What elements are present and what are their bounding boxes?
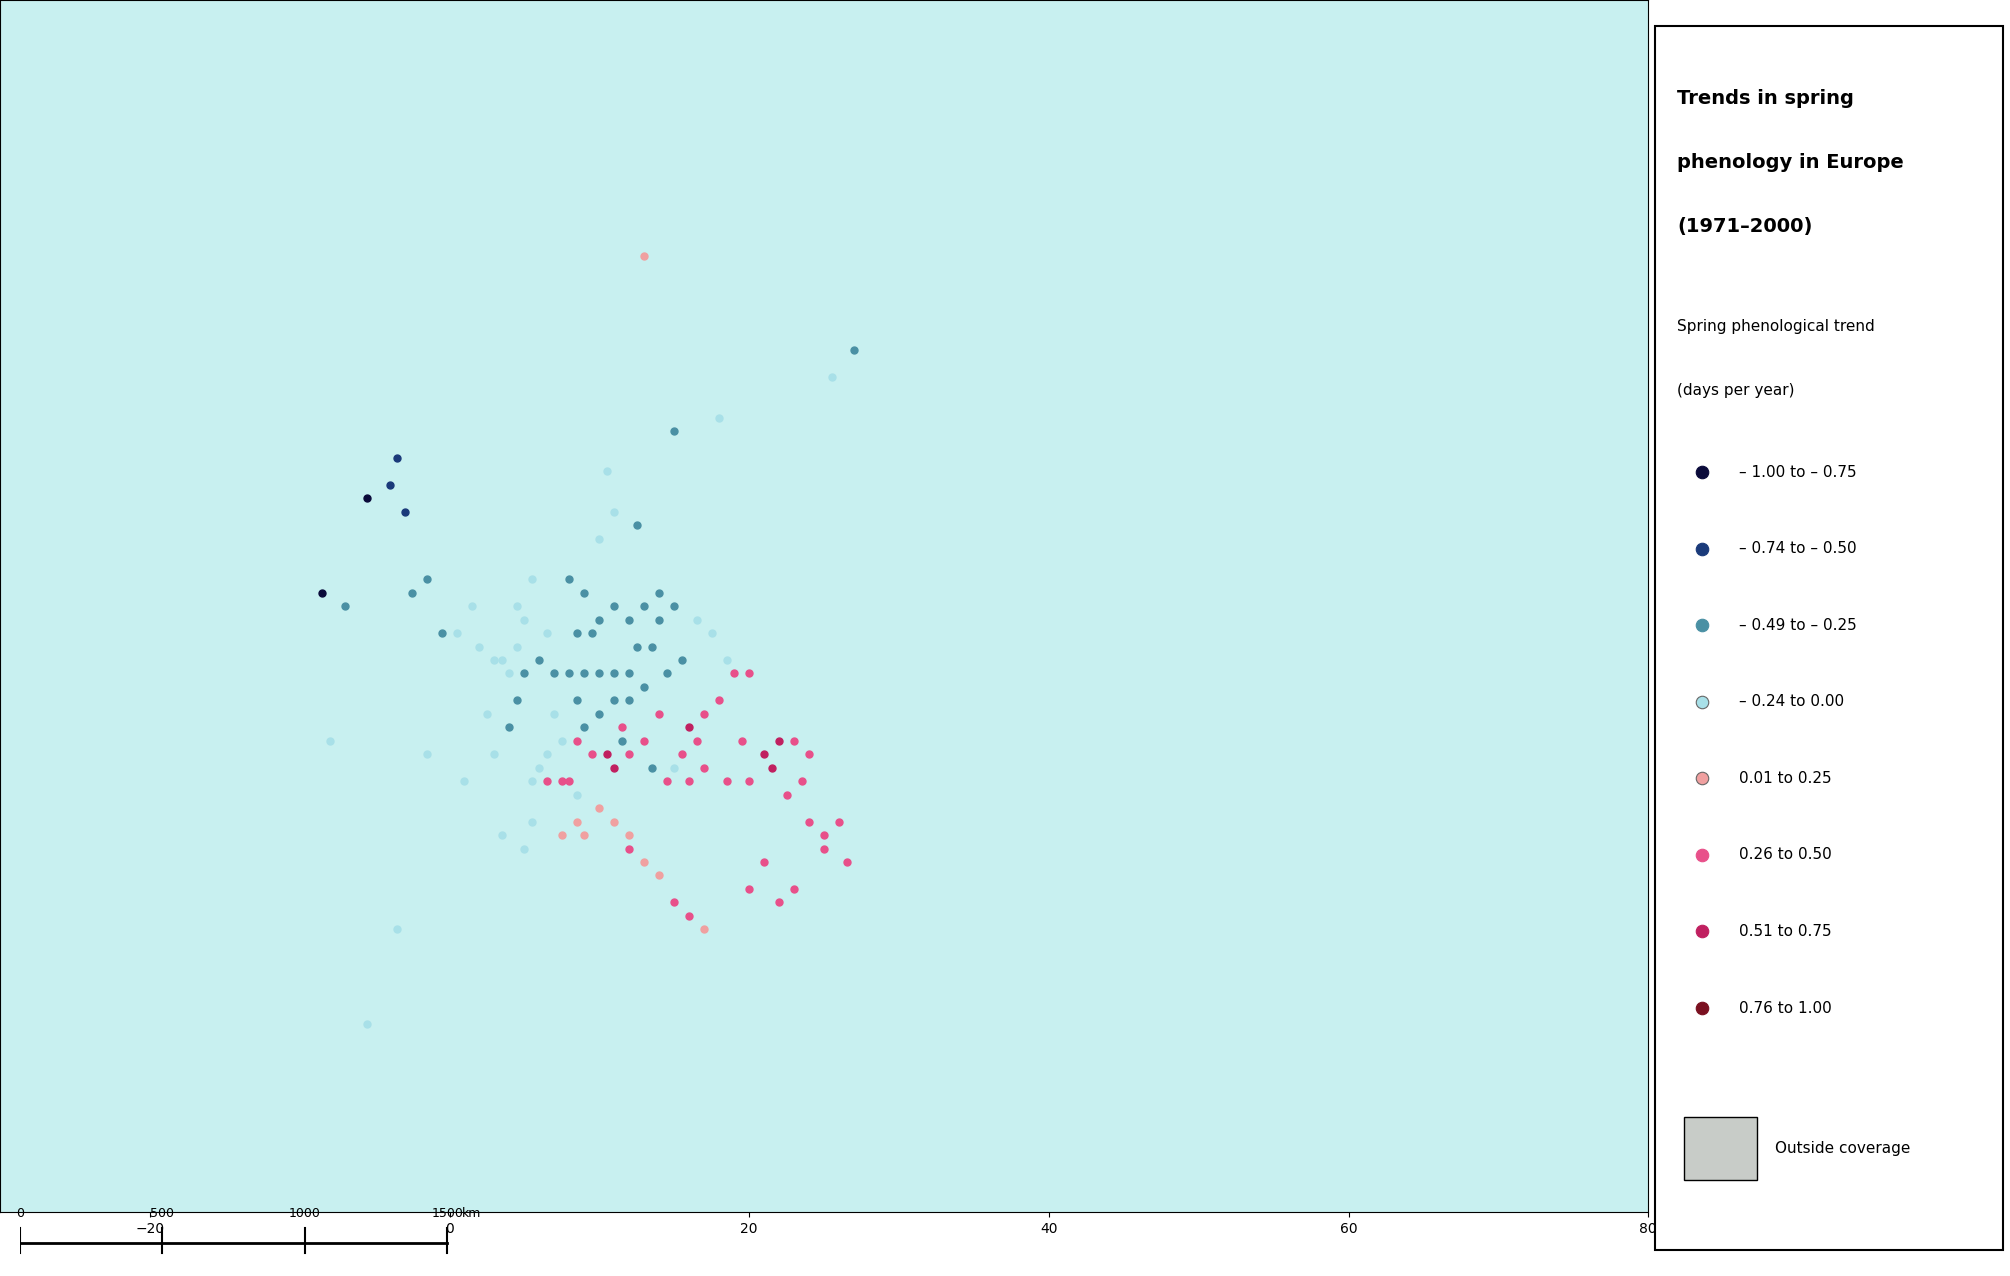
Text: 1000: 1000	[289, 1207, 322, 1220]
Text: 0: 0	[16, 1207, 24, 1220]
Text: 0.26 to 0.50: 0.26 to 0.50	[1739, 847, 1831, 863]
Text: – 0.24 to 0.00: – 0.24 to 0.00	[1739, 694, 1843, 709]
Text: 0.01 to 0.25: 0.01 to 0.25	[1739, 771, 1831, 786]
Text: Spring phenological trend: Spring phenological trend	[1676, 319, 1875, 334]
Text: 0.76 to 1.00: 0.76 to 1.00	[1739, 1000, 1831, 1016]
Bar	[1684, 1116, 1757, 1180]
Text: Outside coverage: Outside coverage	[1775, 1141, 1909, 1156]
Text: – 0.49 to – 0.25: – 0.49 to – 0.25	[1739, 618, 1857, 633]
Text: – 1.00 to – 0.75: – 1.00 to – 0.75	[1739, 464, 1857, 480]
Text: 500: 500	[151, 1207, 175, 1220]
Text: 1500: 1500	[432, 1207, 462, 1220]
Text: km: km	[462, 1207, 482, 1220]
Text: Trends in spring: Trends in spring	[1676, 89, 1853, 108]
Text: – 0.74 to – 0.50: – 0.74 to – 0.50	[1739, 541, 1857, 556]
Text: (1971–2000): (1971–2000)	[1676, 217, 1813, 236]
Text: (days per year): (days per year)	[1676, 383, 1795, 398]
Text: phenology in Europe: phenology in Europe	[1676, 153, 1903, 172]
Text: 0.51 to 0.75: 0.51 to 0.75	[1739, 924, 1831, 939]
